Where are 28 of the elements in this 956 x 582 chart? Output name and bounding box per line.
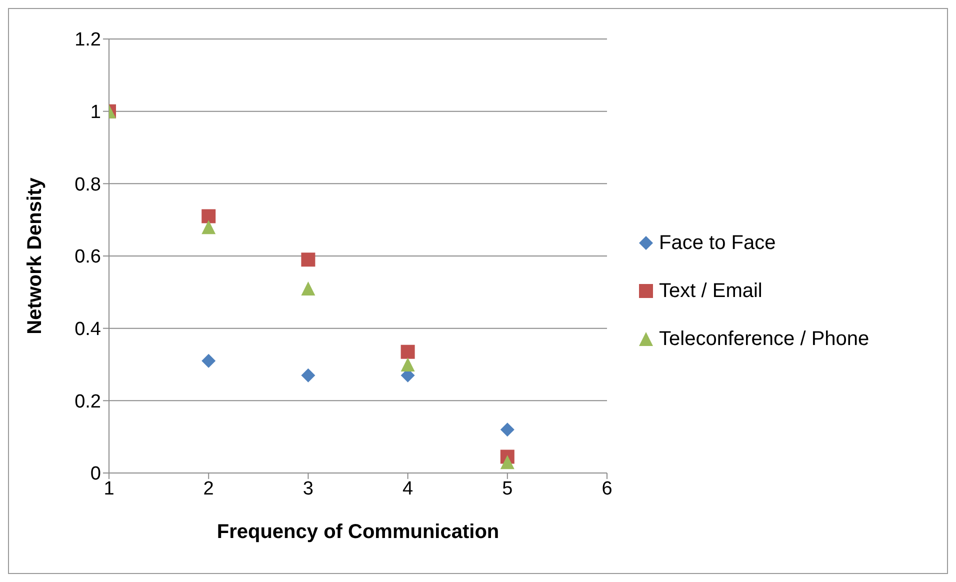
y-tick-label: 0.6 bbox=[74, 246, 101, 268]
point bbox=[202, 209, 216, 224]
x-tick-label: 1 bbox=[104, 478, 114, 500]
y-tick-label: 0.4 bbox=[74, 319, 102, 340]
point bbox=[400, 358, 415, 372]
x-tick-label: 6 bbox=[602, 478, 612, 500]
point bbox=[400, 344, 415, 359]
legend-label: Text / Email bbox=[659, 280, 762, 302]
y-tick-label: 0 bbox=[90, 464, 101, 485]
point bbox=[301, 368, 316, 382]
legend-label: Teleconference / Phone bbox=[659, 328, 870, 350]
x-tick-label: 5 bbox=[502, 478, 513, 500]
point bbox=[301, 282, 316, 296]
point bbox=[202, 220, 216, 234]
y-tick-label: 1.2 bbox=[74, 30, 101, 51]
point bbox=[500, 422, 514, 437]
x-tick-label: 4 bbox=[402, 478, 414, 500]
point bbox=[202, 354, 216, 368]
y-tick-label: 0.8 bbox=[74, 174, 101, 196]
y-tick-label: 0.2 bbox=[74, 391, 101, 412]
x-tick-label: 2 bbox=[203, 478, 214, 500]
point bbox=[500, 455, 514, 470]
x-tick-label: 3 bbox=[302, 478, 314, 500]
legend-label: Face to Face bbox=[659, 232, 776, 254]
y-tick-label: 1 bbox=[90, 102, 101, 124]
x-axis-title: Frequency of Communication bbox=[216, 521, 500, 543]
y-axis-title: Network Density bbox=[24, 176, 46, 334]
point bbox=[301, 252, 316, 267]
